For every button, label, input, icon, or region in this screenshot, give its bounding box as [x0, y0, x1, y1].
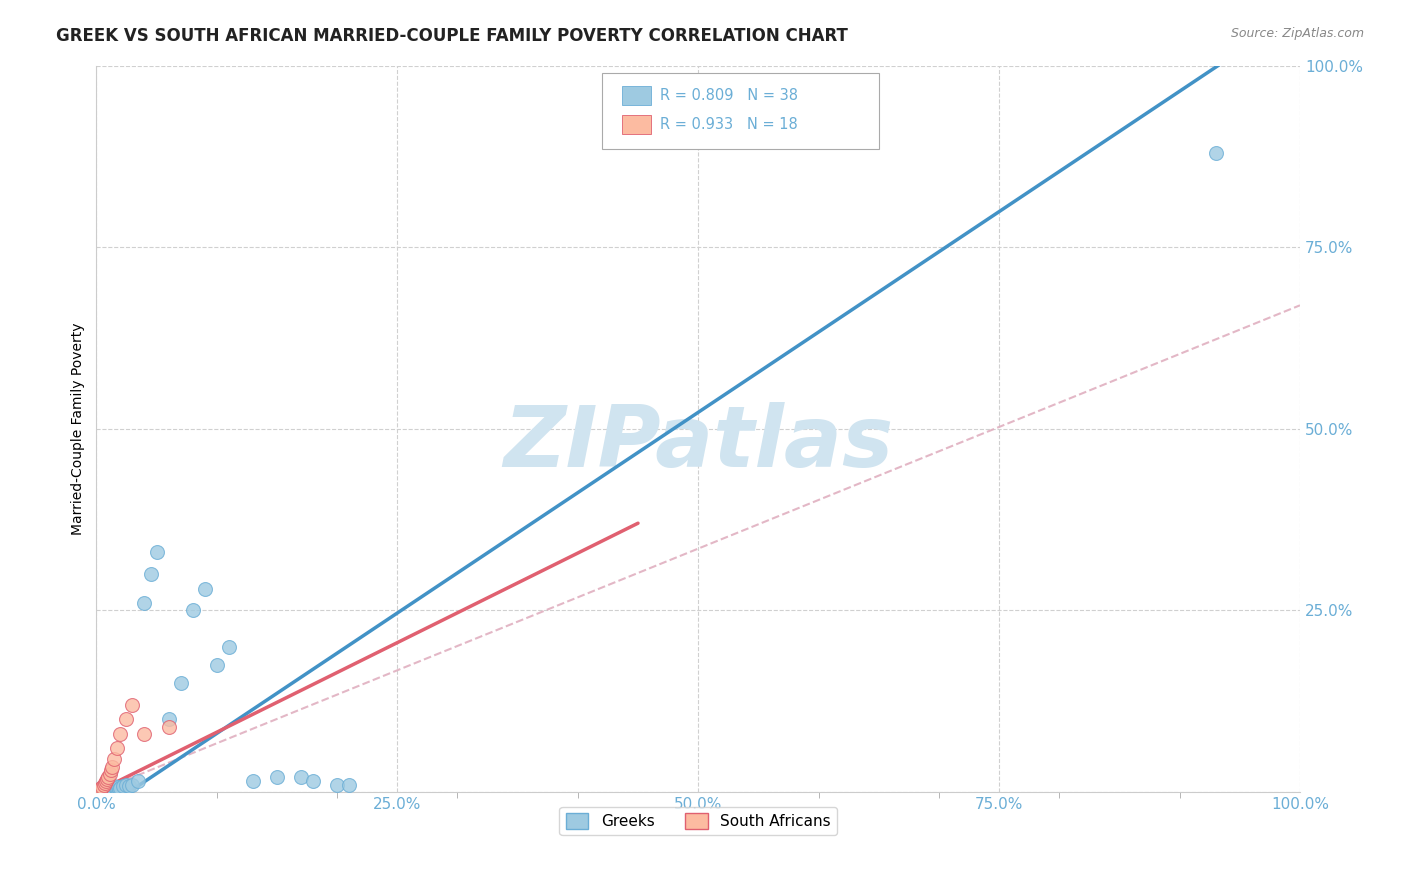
Point: [194, 582, 217, 596]
Point: [90, 781, 112, 796]
Point: [218, 640, 240, 654]
Point: [96, 782, 118, 797]
FancyBboxPatch shape: [623, 86, 651, 105]
Legend: Greeks, South Africans: Greeks, South Africans: [560, 807, 837, 835]
Text: R = 0.933   N = 18: R = 0.933 N = 18: [659, 117, 797, 132]
Point: [101, 759, 124, 773]
Point: [205, 657, 228, 672]
Point: [326, 778, 349, 792]
Point: [127, 774, 149, 789]
Point: [134, 727, 156, 741]
Point: [97, 771, 120, 785]
Point: [94, 782, 117, 797]
Point: [91, 780, 114, 794]
Point: [105, 781, 128, 796]
Point: [96, 772, 118, 786]
FancyBboxPatch shape: [602, 73, 879, 149]
Point: [103, 752, 125, 766]
Point: [93, 781, 115, 796]
Point: [1205, 145, 1227, 160]
Point: [89, 782, 111, 797]
Point: [94, 780, 117, 795]
Point: [302, 774, 325, 789]
Point: [242, 774, 264, 789]
Point: [121, 778, 143, 792]
Point: [98, 780, 121, 794]
Point: [115, 778, 138, 792]
Point: [110, 780, 132, 795]
Point: [108, 782, 131, 797]
Point: [97, 781, 120, 796]
Point: [157, 712, 180, 726]
Point: [110, 727, 132, 741]
Point: [100, 763, 122, 777]
Point: [94, 774, 117, 789]
Point: [101, 781, 124, 796]
Point: [107, 780, 129, 794]
Text: R = 0.809   N = 38: R = 0.809 N = 38: [659, 88, 797, 103]
Point: [181, 603, 204, 617]
Point: [157, 720, 180, 734]
Point: [139, 567, 162, 582]
Point: [89, 782, 111, 797]
Point: [118, 779, 141, 793]
Y-axis label: Married-Couple Family Poverty: Married-Couple Family Poverty: [72, 323, 86, 535]
Point: [93, 778, 115, 792]
Point: [337, 778, 360, 792]
Point: [105, 741, 128, 756]
Point: [94, 776, 117, 790]
Point: [100, 780, 122, 795]
Point: [266, 771, 288, 785]
FancyBboxPatch shape: [623, 115, 651, 134]
Point: [103, 782, 125, 797]
Point: [98, 766, 121, 780]
Point: [104, 780, 127, 795]
Point: [134, 596, 156, 610]
Point: [121, 698, 143, 712]
Point: [91, 782, 114, 797]
Point: [115, 712, 138, 726]
Point: [290, 771, 312, 785]
Point: [103, 779, 125, 793]
Text: GREEK VS SOUTH AFRICAN MARRIED-COUPLE FAMILY POVERTY CORRELATION CHART: GREEK VS SOUTH AFRICAN MARRIED-COUPLE FA…: [56, 27, 848, 45]
Text: Source: ZipAtlas.com: Source: ZipAtlas.com: [1230, 27, 1364, 40]
Point: [145, 545, 167, 559]
Point: [111, 779, 134, 793]
Text: ZIPatlas: ZIPatlas: [503, 401, 893, 485]
Point: [169, 676, 191, 690]
